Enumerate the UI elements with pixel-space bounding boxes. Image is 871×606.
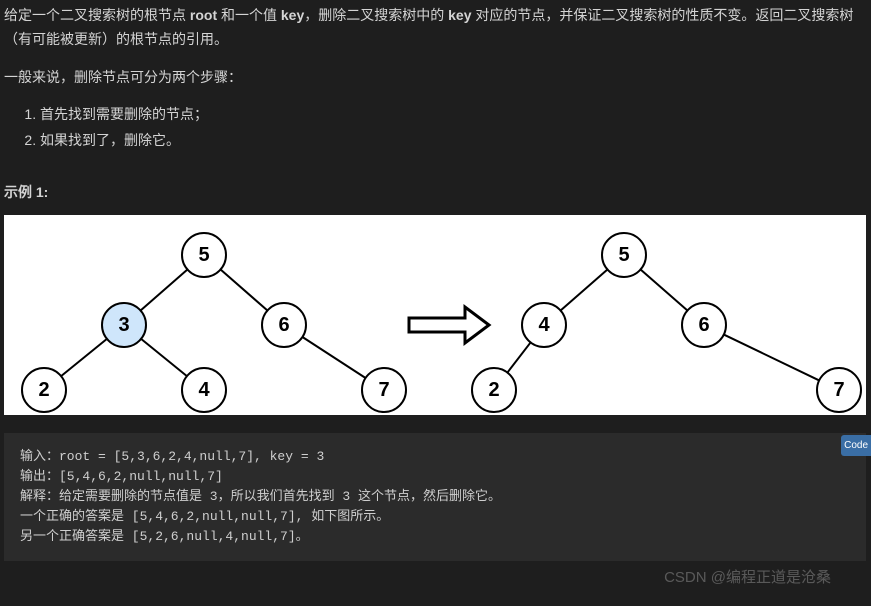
svg-text:6: 6 xyxy=(698,314,709,336)
text: 和一个值 xyxy=(217,7,281,23)
kw-key2: key xyxy=(448,7,471,23)
svg-text:5: 5 xyxy=(198,244,209,266)
watermark: CSDN @编程正道是沧桑 xyxy=(664,565,831,591)
steps-list: 首先找到需要删除的节点； 如果找到了，删除它。 xyxy=(40,103,863,153)
code-tag: Code xyxy=(841,435,871,456)
problem-description: 给定一个二叉搜索树的根节点 root 和一个值 key，删除二叉搜索树中的 ke… xyxy=(0,0,871,561)
step-item: 如果找到了，删除它。 xyxy=(40,129,863,153)
code-line: 输出：[5,4,6,2,null,null,7] xyxy=(20,469,223,484)
text: 给定一个二叉搜索树的根节点 xyxy=(4,7,190,23)
svg-text:2: 2 xyxy=(38,379,49,401)
svg-text:7: 7 xyxy=(378,379,389,401)
code-line: 另一个正确答案是 [5,2,6,null,4,null,7]。 xyxy=(20,529,309,544)
kw-key: key xyxy=(281,7,304,23)
code-line: 一个正确的答案是 [5,4,6,2,null,null,7], 如下图所示。 xyxy=(20,509,389,524)
tree-diagram: 5 3 6 2 4 7 5 4 6 2 7 xyxy=(4,215,866,415)
code-line: 解释：给定需要删除的节点值是 3，所以我们首先找到 3 这个节点，然后删除它。 xyxy=(20,489,501,504)
kw-root: root xyxy=(190,7,217,23)
text: ，删除二叉搜索树中的 xyxy=(304,7,448,23)
code-line: 输入：root = [5,3,6,2,4,null,7], key = 3 xyxy=(20,449,324,464)
intro-paragraph-1: 给定一个二叉搜索树的根节点 root 和一个值 key，删除二叉搜索树中的 ke… xyxy=(4,4,863,52)
example-label: 示例 1: xyxy=(4,181,863,205)
svg-text:4: 4 xyxy=(538,314,550,336)
intro-paragraph-2: 一般来说，删除节点可分为两个步骤： xyxy=(4,66,863,90)
step-item: 首先找到需要删除的节点； xyxy=(40,103,863,127)
svg-text:5: 5 xyxy=(618,244,629,266)
tree-svg: 5 3 6 2 4 7 5 4 6 2 7 xyxy=(4,215,866,415)
example-code-block: 输入：root = [5,3,6,2,4,null,7], key = 3 输出… xyxy=(4,433,866,562)
svg-text:2: 2 xyxy=(488,379,499,401)
svg-text:3: 3 xyxy=(118,314,129,336)
svg-text:6: 6 xyxy=(278,314,289,336)
svg-text:4: 4 xyxy=(198,379,210,401)
svg-text:7: 7 xyxy=(833,379,844,401)
